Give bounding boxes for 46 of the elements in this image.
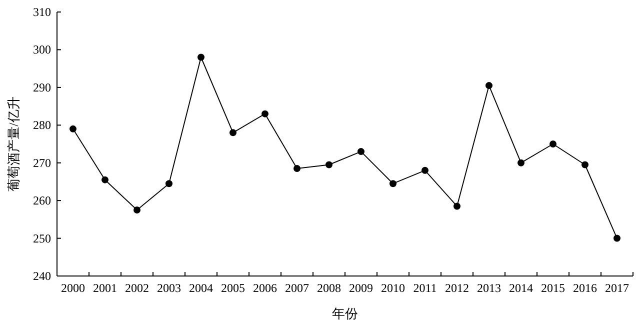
point <box>518 159 524 166</box>
x-tick-label: 2014 <box>509 281 533 295</box>
x-axis-title: 年份 <box>332 306 358 321</box>
point <box>486 82 492 90</box>
point <box>614 234 620 242</box>
point <box>358 148 364 156</box>
y-tick-label: 300 <box>33 42 51 57</box>
x-tick-label: 2003 <box>157 281 181 295</box>
x-tick-label: 2007 <box>285 281 309 295</box>
x-tick-label: 2004 <box>189 281 213 295</box>
y-tick-label: 310 <box>33 5 51 19</box>
x-tick-label: 2010 <box>381 281 405 295</box>
y-axis-title: 葡萄酒产量/亿升 <box>6 96 21 192</box>
x-tick-label: 2009 <box>349 281 373 295</box>
y-tick-label: 250 <box>33 231 51 246</box>
x-tick-label: 2016 <box>573 281 597 295</box>
x-tick-label: 2017 <box>605 281 629 295</box>
x-tick-label: 2005 <box>221 281 245 295</box>
y-tick-label: 240 <box>33 269 51 283</box>
y-tick-label: 270 <box>33 156 51 170</box>
point <box>326 161 332 168</box>
y-tick-label: 280 <box>33 118 51 132</box>
x-tick-label: 2006 <box>253 281 277 295</box>
point <box>230 129 236 136</box>
point <box>550 140 556 148</box>
point <box>102 176 108 184</box>
x-tick-label: 2000 <box>61 281 85 295</box>
x-tick-label: 2012 <box>445 281 469 295</box>
point <box>198 54 204 61</box>
point <box>166 180 172 188</box>
point <box>70 125 76 132</box>
x-tick-label: 2001 <box>93 281 117 295</box>
point <box>454 202 460 210</box>
point <box>422 166 428 174</box>
point <box>390 180 396 188</box>
x-tick-label: 2015 <box>541 281 565 295</box>
point <box>262 110 268 118</box>
y-tick-label: 290 <box>33 80 51 94</box>
point <box>294 165 300 172</box>
x-tick-label: 2008 <box>317 281 341 295</box>
point <box>134 206 140 214</box>
y-tick-label: 260 <box>33 194 51 208</box>
point <box>582 161 588 168</box>
x-tick-label: 2011 <box>413 281 437 295</box>
x-tick-label: 2002 <box>125 281 149 295</box>
x-tick-label: 2013 <box>477 281 501 295</box>
